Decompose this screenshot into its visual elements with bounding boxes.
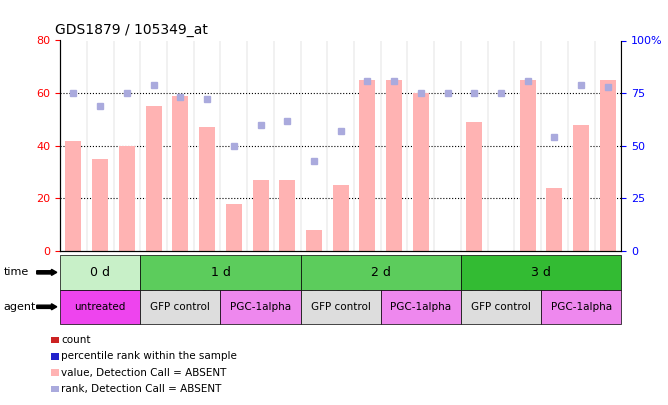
Bar (466, 122, 482, 251)
Text: GDS1879 / 105349_at: GDS1879 / 105349_at (55, 23, 207, 37)
Bar (199, 127, 215, 251)
Bar (146, 107, 162, 251)
Bar (546, 188, 562, 251)
Bar (413, 93, 429, 251)
Text: PGC-1alpha: PGC-1alpha (230, 302, 291, 312)
Bar (600, 80, 616, 251)
Bar (119, 146, 135, 251)
Text: 3 d: 3 d (531, 266, 551, 279)
Bar (253, 180, 269, 251)
Bar (333, 185, 349, 251)
Text: PGC-1alpha: PGC-1alpha (550, 302, 612, 312)
Text: rank, Detection Call = ABSENT: rank, Detection Call = ABSENT (61, 384, 222, 394)
Text: 2 d: 2 d (371, 266, 391, 279)
Text: percentile rank within the sample: percentile rank within the sample (61, 352, 237, 361)
Text: GFP control: GFP control (311, 302, 371, 312)
Text: count: count (61, 335, 91, 345)
Bar (92, 159, 108, 251)
Text: PGC-1alpha: PGC-1alpha (390, 302, 452, 312)
Text: time: time (3, 267, 29, 277)
Bar (226, 204, 242, 251)
Text: 0 d: 0 d (90, 266, 110, 279)
Text: agent: agent (3, 302, 35, 312)
Bar (306, 230, 322, 251)
Bar (386, 80, 402, 251)
Bar (520, 80, 536, 251)
Bar (359, 80, 375, 251)
Bar (172, 96, 188, 251)
Text: 1 d: 1 d (210, 266, 230, 279)
Text: value, Detection Call = ABSENT: value, Detection Call = ABSENT (61, 368, 227, 377)
Bar (65, 141, 81, 251)
Bar (279, 180, 295, 251)
Text: GFP control: GFP control (150, 302, 210, 312)
Text: GFP control: GFP control (471, 302, 531, 312)
Bar (573, 125, 589, 251)
Text: untreated: untreated (75, 302, 126, 312)
